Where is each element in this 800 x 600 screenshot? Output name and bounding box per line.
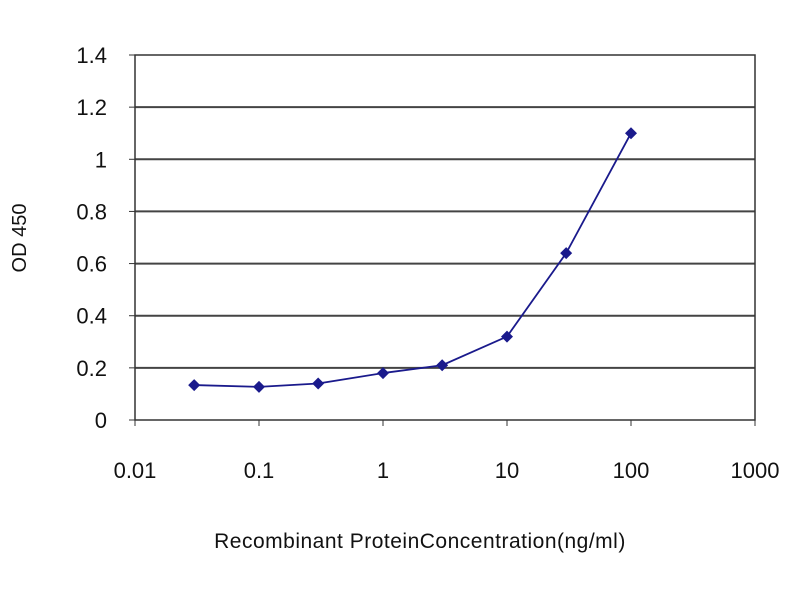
series [188, 127, 637, 393]
x-tick-label: 1 [377, 458, 389, 483]
plot-area-border [134, 54, 756, 421]
data-point [312, 377, 325, 390]
data-point [436, 359, 449, 372]
y-tick-label: 1.4 [76, 43, 107, 68]
y-tick-label: 1.2 [76, 95, 107, 120]
grid [135, 106, 755, 369]
data-point [501, 330, 513, 343]
data-point [188, 379, 201, 392]
data-point [560, 247, 573, 260]
data-point [625, 127, 637, 140]
x-tick-label: 0.01 [114, 458, 157, 483]
x-tick-label: 1000 [731, 458, 780, 483]
data-point [377, 367, 389, 380]
x-tick-label: 10 [495, 458, 519, 483]
y-tick-label: 0.4 [76, 304, 107, 329]
y-axis-label: OD 450 [9, 204, 31, 273]
series-line [194, 132, 632, 388]
x-tick-label: 0.1 [244, 458, 275, 483]
x-tick-label: 100 [613, 458, 650, 483]
x-axis-label: Recombinant ProteinConcentration(ng/ml) [214, 530, 626, 553]
y-tick-label: 0.8 [76, 199, 107, 224]
y-axis: 0 0.2 0.4 0.6 0.8 1 1.2 1.4 [76, 43, 135, 433]
y-tick-label: 0.6 [76, 252, 107, 277]
x-axis: 0.01 0.1 1 10 100 1000 [114, 420, 780, 483]
data-point [253, 380, 265, 393]
y-tick-label: 0.2 [76, 356, 107, 381]
y-tick-label: 1 [95, 147, 107, 172]
y-tick-label: 0 [95, 408, 107, 433]
